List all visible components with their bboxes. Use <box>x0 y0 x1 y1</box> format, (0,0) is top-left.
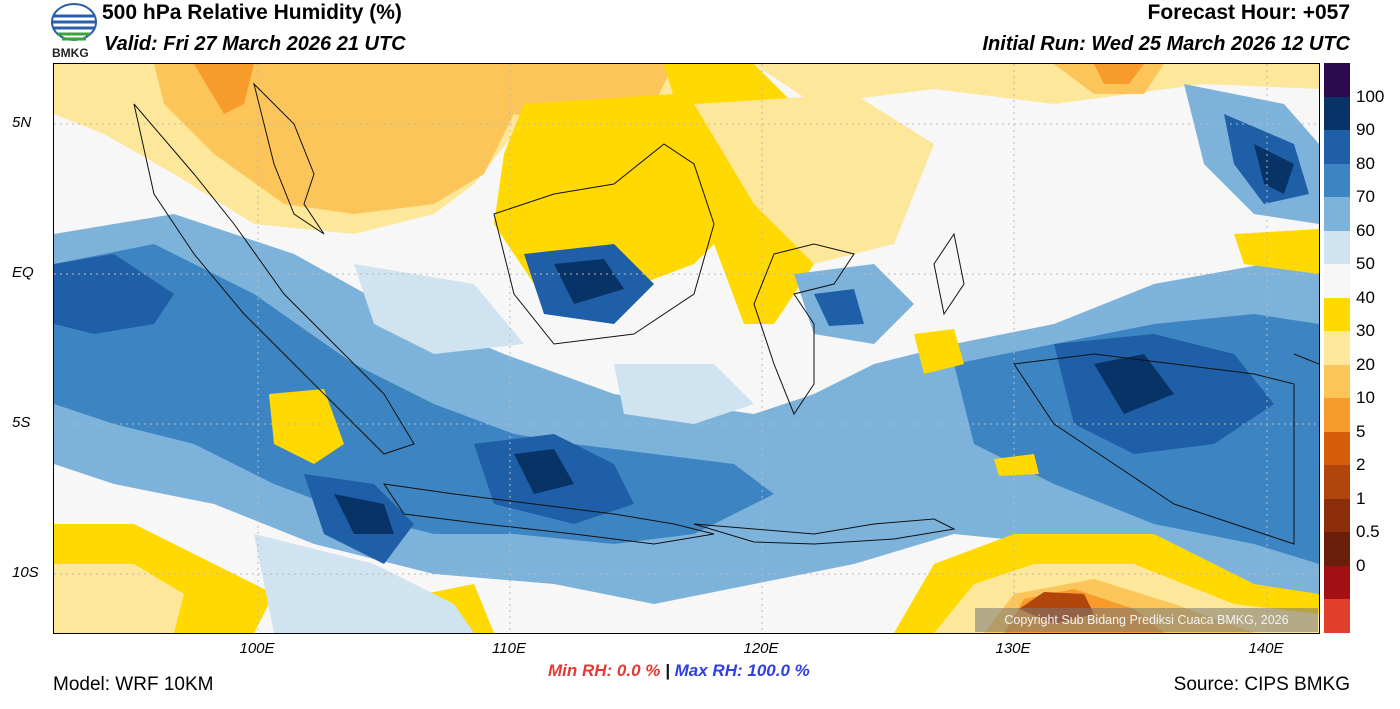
colorbar-swatch <box>1324 63 1350 98</box>
colorbar-label: 80 <box>1356 153 1375 173</box>
colorbar-swatch <box>1324 498 1350 533</box>
colorbar-label: 1 <box>1356 488 1366 508</box>
copyright-notice: Copyright Sub Bidang Prediksi Cuaca BMKG… <box>975 608 1318 632</box>
colorbar-label: 50 <box>1356 254 1375 274</box>
forecast-hour: Forecast Hour: +057 <box>1147 1 1351 24</box>
colorbar-label: 30 <box>1356 321 1375 341</box>
colorbar-swatch <box>1324 163 1350 198</box>
colorbar-swatch <box>1324 364 1350 399</box>
colorbar-swatch <box>1324 297 1350 332</box>
colorbar-label: 60 <box>1356 220 1375 240</box>
initial-run: Initial Run: Wed 25 March 2026 12 UTC <box>982 33 1350 55</box>
colorbar <box>1324 63 1350 634</box>
colorbar-label: 0.5 <box>1356 522 1380 542</box>
colorbar-swatch <box>1324 532 1350 567</box>
colorbar-swatch <box>1324 130 1350 165</box>
valid-time: Valid: Fri 27 March 2026 21 UTC <box>104 33 406 55</box>
colorbar-swatch <box>1324 230 1350 265</box>
colorbar-swatch <box>1324 398 1350 433</box>
colorbar-label: 40 <box>1356 287 1375 307</box>
lat-label-5n: 5N <box>12 114 32 131</box>
lat-label-10s: 10S <box>12 564 39 581</box>
bmkg-logo <box>50 2 98 60</box>
lon-label-100e: 100E <box>239 640 275 657</box>
colorbar-swatch <box>1324 431 1350 466</box>
min-max-rh: Min RH: 0.0 % | Max RH: 100.0 % <box>548 661 810 681</box>
lat-label-eq: EQ <box>12 264 34 281</box>
colorbar-label: 10 <box>1356 388 1375 408</box>
source-label: Source: CIPS BMKG <box>1173 674 1350 695</box>
colorbar-label: 20 <box>1356 354 1375 374</box>
lon-label-120e: 120E <box>743 640 779 657</box>
lon-label-140e: 140E <box>1248 640 1284 657</box>
colorbar-swatch <box>1324 197 1350 232</box>
colorbar-label: 70 <box>1356 187 1375 207</box>
colorbar-label: 0 <box>1356 555 1366 575</box>
map-title: 500 hPa Relative Humidity (%) <box>102 1 402 24</box>
separator: | <box>665 661 670 680</box>
colorbar-swatch <box>1324 96 1350 131</box>
max-rh: Max RH: 100.0 % <box>674 661 810 680</box>
colorbar-label: 5 <box>1356 421 1366 441</box>
lat-label-5s: 5S <box>12 414 31 431</box>
colorbar-label: 90 <box>1356 120 1375 140</box>
colorbar-swatch <box>1324 264 1350 299</box>
colorbar-swatch <box>1324 465 1350 500</box>
colorbar-swatch <box>1324 565 1350 600</box>
lon-label-110e: 110E <box>492 640 526 657</box>
lon-label-130e: 130E <box>995 640 1031 657</box>
model-label: Model: WRF 10KM <box>53 674 214 695</box>
colorbar-label: 100 <box>1356 86 1385 106</box>
colorbar-swatch <box>1324 599 1350 634</box>
humidity-map <box>53 63 1320 634</box>
min-rh: Min RH: 0.0 % <box>548 661 661 680</box>
logo-text: BMKG <box>52 46 89 60</box>
colorbar-label: 2 <box>1356 455 1366 475</box>
colorbar-swatch <box>1324 331 1350 366</box>
